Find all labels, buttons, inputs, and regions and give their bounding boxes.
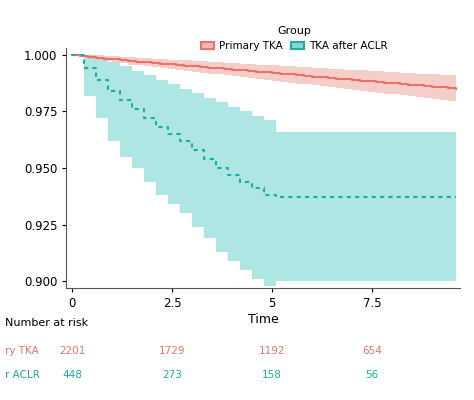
Text: 654: 654 <box>362 346 382 356</box>
Text: 158: 158 <box>262 370 282 380</box>
Text: 1729: 1729 <box>159 346 185 356</box>
Text: 273: 273 <box>162 370 182 380</box>
Text: 448: 448 <box>63 370 82 380</box>
Text: 1192: 1192 <box>259 346 285 356</box>
Text: r ACLR: r ACLR <box>5 370 40 380</box>
Text: ry TKA: ry TKA <box>5 346 38 356</box>
Text: Number at risk: Number at risk <box>5 318 88 328</box>
Text: 56: 56 <box>365 370 379 380</box>
Legend: Primary TKA, TKA after ACLR: Primary TKA, TKA after ACLR <box>197 22 392 56</box>
Text: 2201: 2201 <box>59 346 85 356</box>
X-axis label: Time: Time <box>248 313 278 326</box>
